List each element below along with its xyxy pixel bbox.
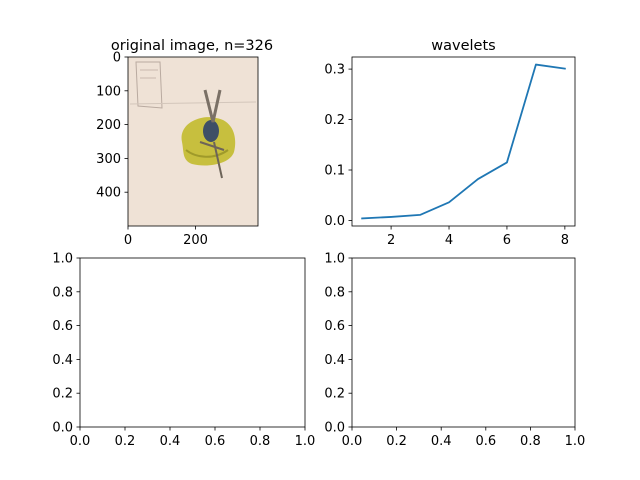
image-panel-y-tick-label: 100	[96, 84, 121, 99]
empty-panel-bottom-right: 0.0 0.2 0.4 0.6 0.8 1.0 0.0 0.2 0.4 0.6 0.8 1.0	[324, 252, 585, 450]
empty-panel-bottom-left-y-tick-label: 0.8	[52, 285, 73, 300]
image-panel-x-tick-label: 0	[124, 233, 132, 248]
image-panel-x-tick-label: 200	[183, 233, 208, 248]
empty-panel-bottom-left: 0.0 0.2 0.4 0.6 0.8 1.0 0.0 0.2 0.4 0.6 0.8 1.0	[52, 252, 315, 450]
wavelets-panel-frame	[351, 56, 576, 227]
wavelets-panel-x-tick-label: 6	[503, 233, 511, 248]
image-panel-y-tick-label: 0	[113, 51, 121, 66]
empty-panel-bottom-left-x-tick-label: 0.8	[250, 434, 271, 449]
wavelets-panel-title: wavelets	[431, 38, 495, 54]
image-panel-y-tick-label: 300	[96, 152, 121, 167]
empty-panel-bottom-right-y-tick-label: 1.0	[324, 252, 345, 267]
empty-panel-bottom-right-x-tick-label: 0.8	[520, 434, 541, 449]
photo	[128, 57, 258, 226]
empty-panel-bottom-left-x-tick-label: 0.4	[160, 434, 181, 449]
empty-panel-bottom-right-frame	[351, 257, 576, 428]
empty-panel-bottom-left-frame	[79, 257, 306, 428]
empty-panel-bottom-left-x-tick-label: 0.0	[70, 434, 91, 449]
wavelets-series-line	[361, 63, 566, 220]
wavelets-panel-y-tick-label: 0.0	[324, 214, 345, 229]
empty-panel-bottom-left-x-tick-label: 1.0	[295, 434, 316, 449]
empty-panel-bottom-left-y-tick-label: 0.2	[52, 387, 73, 402]
empty-panel-bottom-right-y-tick-label: 0.2	[324, 387, 345, 402]
image-panel: original image, n=326 0 200 0 100 200 300 400	[96, 38, 273, 248]
image-panel-y-tick-label: 200	[96, 118, 121, 133]
empty-panel-bottom-left-x-tick-label: 0.6	[205, 434, 226, 449]
wavelets-panel-y-tick-label: 0.1	[324, 164, 345, 179]
empty-panel-bottom-right-y-tick-label: 0.0	[324, 421, 345, 436]
empty-panel-bottom-right-y-tick-label: 0.6	[324, 319, 345, 334]
wavelets-panel-x-tick-label: 8	[561, 233, 569, 248]
empty-panel-bottom-right-y-tick-label: 0.4	[324, 353, 345, 368]
wavelets-panel-y-tick-label: 0.2	[324, 113, 345, 128]
image-panel-frame	[127, 56, 259, 227]
empty-panel-bottom-right-x-tick-label: 1.0	[565, 434, 586, 449]
empty-panel-bottom-left-y-tick-label: 0.4	[52, 353, 73, 368]
empty-panel-bottom-left-y-tick-label: 0.0	[52, 421, 73, 436]
empty-panel-bottom-left-x-tick-label: 0.2	[115, 434, 136, 449]
wavelets-panel-x-tick-label: 2	[387, 233, 395, 248]
wavelets-panel-y-tick-label: 0.3	[324, 63, 345, 78]
empty-panel-bottom-right-x-tick-label: 0.0	[342, 434, 363, 449]
image-panel-y-tick-label: 400	[96, 186, 121, 201]
wavelets-panel-x-tick-label: 4	[445, 233, 453, 248]
empty-panel-bottom-right-x-tick-label: 0.4	[431, 434, 452, 449]
empty-panel-bottom-right-y-tick-label: 0.8	[324, 285, 345, 300]
empty-panel-bottom-right-x-tick-label: 0.2	[386, 434, 407, 449]
image-panel-title: original image, n=326	[111, 38, 273, 54]
empty-panel-bottom-left-y-tick-label: 0.6	[52, 319, 73, 334]
empty-panel-bottom-left-y-tick-label: 1.0	[52, 252, 73, 267]
wavelets-panel: wavelets 2 4 6 8 0.0 0.1 0.2 0.3	[324, 38, 576, 248]
empty-panel-bottom-right-x-tick-label: 0.6	[475, 434, 496, 449]
